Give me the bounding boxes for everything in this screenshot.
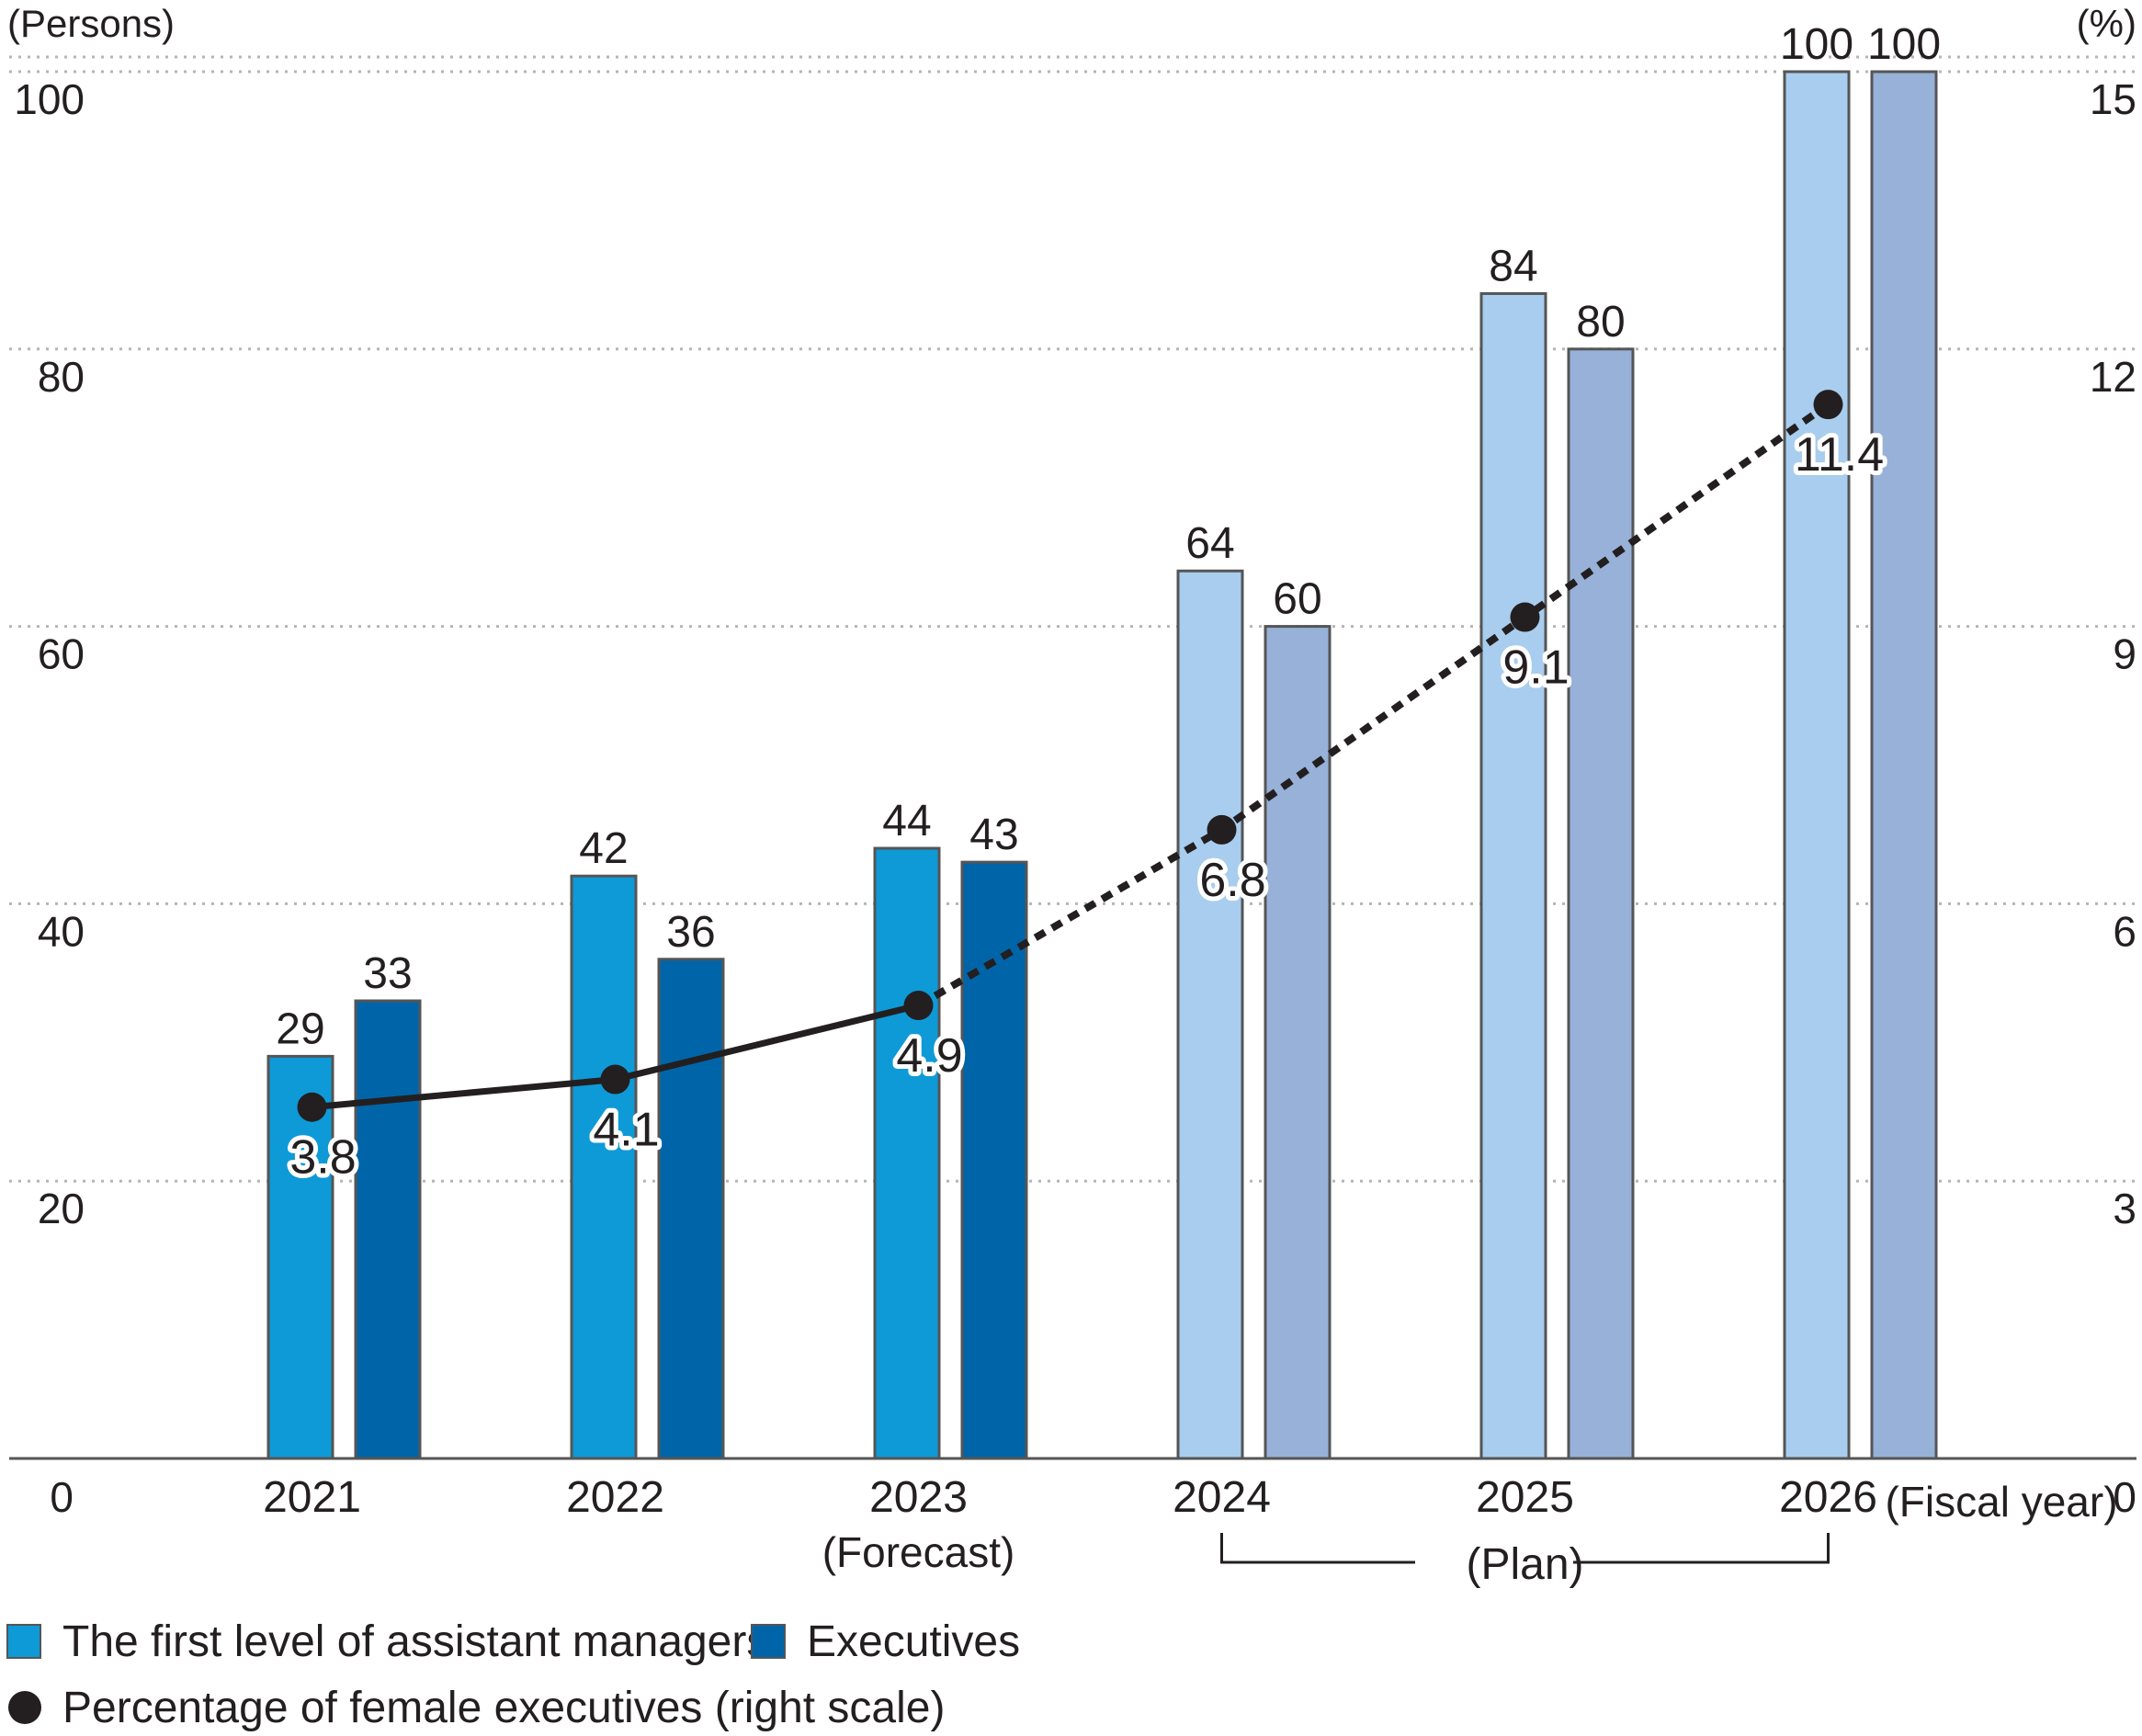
category-label: 2025 bbox=[1476, 1473, 1574, 1522]
right-tick-label: 0 bbox=[2113, 1473, 2136, 1521]
category-label: 2024 bbox=[1173, 1473, 1271, 1522]
left-tick-label: 60 bbox=[38, 630, 85, 678]
bar-executives bbox=[1870, 70, 1938, 1460]
percentage-value-label: 11.4 bbox=[1795, 428, 1884, 482]
bars bbox=[266, 70, 1938, 1460]
right-axis-unit-label: (%) bbox=[2077, 2, 2136, 45]
right-tick-label: 6 bbox=[2113, 907, 2136, 955]
value-labels: 29 33 2021 42 36 2022 44 43 2023 (Forecast) 64 60 20… bbox=[263, 20, 1941, 1576]
percentage-value-label: 6.8 bbox=[1199, 854, 1265, 907]
bar-assistant-managers bbox=[1176, 569, 1244, 1460]
value-label-executives: 33 bbox=[363, 949, 412, 998]
category-label: 2026 bbox=[1779, 1473, 1877, 1522]
category-label: 2023 bbox=[869, 1473, 968, 1522]
bar-assistant-managers bbox=[266, 1054, 334, 1460]
right-tick-label: 9 bbox=[2113, 630, 2136, 678]
bar-executives bbox=[1264, 625, 1332, 1460]
value-label-assistant-managers: 84 bbox=[1489, 242, 1537, 290]
left-tick-label: 20 bbox=[38, 1185, 85, 1232]
value-label-assistant-managers: 64 bbox=[1185, 519, 1234, 568]
plan-bracket-left bbox=[1220, 1533, 1415, 1564]
plan-bracket-right bbox=[1573, 1533, 1830, 1564]
category-sublabel: (Forecast) bbox=[822, 1528, 1015, 1576]
bar-executives bbox=[1567, 347, 1635, 1460]
bar-executives bbox=[354, 999, 422, 1460]
bar-assistant-managers bbox=[873, 846, 941, 1460]
right-tick-label: 3 bbox=[2113, 1185, 2136, 1232]
value-label-assistant-managers: 42 bbox=[579, 824, 628, 873]
left-tick-label: 100 bbox=[14, 75, 85, 123]
legend-swatch-executives bbox=[751, 1624, 786, 1659]
legend-marker-percentage bbox=[8, 1691, 41, 1724]
left-tick-label: 40 bbox=[38, 907, 85, 955]
left-tick-label: 0 bbox=[50, 1473, 74, 1521]
percentage-value-label: 4.9 bbox=[896, 1029, 962, 1083]
left-tick-label: 80 bbox=[38, 353, 85, 401]
right-tick-label: 12 bbox=[2090, 353, 2136, 401]
percentage-marker bbox=[1813, 390, 1843, 420]
percentage-marker bbox=[1510, 602, 1540, 632]
legend-label-percentage: Percentage of female executives (right s… bbox=[62, 1684, 945, 1732]
percentage-value-label: 3.8 bbox=[289, 1131, 356, 1185]
legend-swatch-assistant-managers bbox=[6, 1624, 41, 1659]
value-label-executives: 43 bbox=[969, 811, 1018, 859]
bar-assistant-managers bbox=[570, 874, 638, 1460]
plan-label: (Plan) bbox=[1466, 1540, 1583, 1589]
percentage-line: 3.8 4.1 4.9 6.8 9.1 11.4 bbox=[285, 390, 1888, 1189]
percentage-marker bbox=[297, 1092, 327, 1122]
x-axis-title: (Fiscal year) bbox=[1885, 1478, 2117, 1526]
bar-executives bbox=[657, 958, 725, 1460]
value-label-assistant-managers: 100 bbox=[1780, 20, 1853, 69]
bar-assistant-managers bbox=[1479, 291, 1547, 1460]
value-label-assistant-managers: 29 bbox=[276, 1004, 324, 1053]
percentage-value-label: 9.1 bbox=[1502, 641, 1569, 695]
percentage-line-plan bbox=[916, 401, 1830, 1009]
legend: The first level of assistant managers Ex… bbox=[6, 1617, 1020, 1732]
category-label: 2021 bbox=[263, 1473, 361, 1522]
percentage-marker bbox=[600, 1064, 630, 1095]
percentage-marker bbox=[1207, 814, 1237, 845]
left-axis-unit-label: (Persons) bbox=[7, 2, 175, 45]
value-label-assistant-managers: 44 bbox=[882, 797, 931, 845]
legend-label-assistant-managers: The first level of assistant managers bbox=[62, 1617, 768, 1666]
value-label-executives: 60 bbox=[1273, 575, 1321, 624]
plan-bracket bbox=[1220, 1533, 1830, 1564]
value-label-executives: 80 bbox=[1576, 298, 1625, 346]
bar-executives bbox=[960, 860, 1028, 1460]
percentage-marker bbox=[903, 991, 934, 1021]
category-label: 2022 bbox=[566, 1473, 664, 1522]
right-tick-label: 15 bbox=[2090, 75, 2136, 123]
value-label-executives: 36 bbox=[666, 908, 715, 957]
percentage-value-label: 4.1 bbox=[593, 1104, 659, 1157]
bar-assistant-managers bbox=[1783, 70, 1851, 1460]
legend-label-executives: Executives bbox=[807, 1617, 1020, 1666]
value-label-executives: 100 bbox=[1867, 20, 1941, 69]
